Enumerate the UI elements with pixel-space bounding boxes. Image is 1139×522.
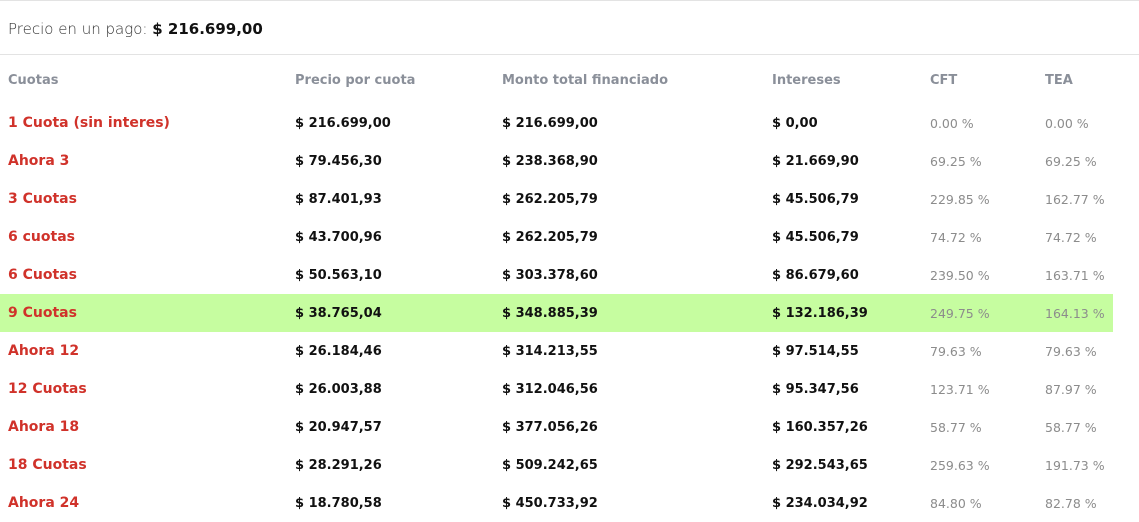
installment-price: $ 50.563,10 (295, 267, 382, 283)
installment-price: $ 216.699,00 (295, 115, 391, 131)
header-monto-total: Monto total financiado (502, 72, 668, 88)
price-value: $ 216.699,00 (152, 20, 263, 38)
installment-price: $ 20.947,57 (295, 419, 382, 435)
plan-name: 9 Cuotas (8, 305, 77, 321)
plan-name: 12 Cuotas (8, 381, 87, 397)
table-header-row: Cuotas Precio por cuota Monto total fina… (0, 56, 1113, 104)
plan-name: Ahora 3 (8, 153, 70, 169)
price-label: Precio en un pago: (8, 20, 148, 38)
tea-value: 191.73 % (1045, 457, 1105, 473)
interest-amount: $ 0,00 (772, 115, 818, 131)
interest-amount: $ 292.543,65 (772, 457, 868, 473)
total-financed: $ 238.368,90 (502, 153, 598, 169)
cft-value: 74.72 % (930, 229, 982, 245)
tea-value: 58.77 % (1045, 419, 1097, 435)
tea-value: 163.71 % (1045, 267, 1105, 283)
total-financed: $ 312.046,56 (502, 381, 598, 397)
plan-name: 1 Cuota (sin interes) (8, 115, 170, 131)
installment-price: $ 26.003,88 (295, 381, 382, 397)
tea-value: 74.72 % (1045, 229, 1097, 245)
top-divider (0, 0, 1139, 1)
total-financed: $ 262.205,79 (502, 191, 598, 207)
interest-amount: $ 45.506,79 (772, 191, 859, 207)
installment-price: $ 28.291,26 (295, 457, 382, 473)
tea-value: 0.00 % (1045, 115, 1089, 131)
header-tea: TEA (1045, 72, 1073, 88)
total-financed: $ 377.056,26 (502, 419, 598, 435)
cft-value: 123.71 % (930, 381, 990, 397)
total-financed: $ 509.242,65 (502, 457, 598, 473)
tea-value: 164.13 % (1045, 305, 1105, 321)
table-row: 6 Cuotas $ 50.563,10 $ 303.378,60 $ 86.6… (0, 256, 1113, 294)
installment-price: $ 26.184,46 (295, 343, 382, 359)
cft-value: 84.80 % (930, 495, 982, 511)
total-financed: $ 450.733,92 (502, 495, 598, 511)
table-row: 6 cuotas $ 43.700,96 $ 262.205,79 $ 45.5… (0, 218, 1113, 256)
interest-amount: $ 45.506,79 (772, 229, 859, 245)
cft-value: 239.50 % (930, 267, 990, 283)
interest-amount: $ 97.514,55 (772, 343, 859, 359)
installment-price: $ 43.700,96 (295, 229, 382, 245)
installment-price: $ 87.401,93 (295, 191, 382, 207)
installments-table: Cuotas Precio por cuota Monto total fina… (0, 56, 1139, 522)
cft-value: 229.85 % (930, 191, 990, 207)
cft-value: 58.77 % (930, 419, 982, 435)
interest-amount: $ 132.186,39 (772, 305, 868, 321)
plan-name: 3 Cuotas (8, 191, 77, 207)
price-header: Precio en un pago: $ 216.699,00 (0, 1, 1139, 55)
tea-value: 87.97 % (1045, 381, 1097, 397)
header-cft: CFT (930, 72, 958, 88)
table-row: 1 Cuota (sin interes) $ 216.699,00 $ 216… (0, 104, 1113, 142)
table-row: Ahora 12 $ 26.184,46 $ 314.213,55 $ 97.5… (0, 332, 1113, 370)
installment-price: $ 38.765,04 (295, 305, 382, 321)
interest-amount: $ 234.034,92 (772, 495, 868, 511)
table-row: Ahora 3 $ 79.456,30 $ 238.368,90 $ 21.66… (0, 142, 1113, 180)
table-row: Ahora 24 $ 18.780,58 $ 450.733,92 $ 234.… (0, 484, 1113, 522)
plan-name: Ahora 24 (8, 495, 80, 511)
plan-name: Ahora 18 (8, 419, 80, 435)
cft-value: 259.63 % (930, 457, 990, 473)
cft-value: 0.00 % (930, 115, 974, 131)
cft-value: 69.25 % (930, 153, 982, 169)
interest-amount: $ 86.679,60 (772, 267, 859, 283)
tea-value: 79.63 % (1045, 343, 1097, 359)
plan-name: 6 cuotas (8, 229, 75, 245)
total-financed: $ 262.205,79 (502, 229, 598, 245)
installment-price: $ 79.456,30 (295, 153, 382, 169)
table-row-highlighted: 9 Cuotas $ 38.765,04 $ 348.885,39 $ 132.… (0, 294, 1113, 332)
installment-price: $ 18.780,58 (295, 495, 382, 511)
plan-name: Ahora 12 (8, 343, 80, 359)
header-precio-por-cuota: Precio por cuota (295, 72, 416, 88)
tea-value: 162.77 % (1045, 191, 1105, 207)
table-row: Ahora 18 $ 20.947,57 $ 377.056,26 $ 160.… (0, 408, 1113, 446)
table-row: 3 Cuotas $ 87.401,93 $ 262.205,79 $ 45.5… (0, 180, 1113, 218)
header-intereses: Intereses (772, 72, 841, 88)
table-row: 18 Cuotas $ 28.291,26 $ 509.242,65 $ 292… (0, 446, 1113, 484)
plan-name: 18 Cuotas (8, 457, 87, 473)
header-cuotas: Cuotas (8, 72, 59, 88)
tea-value: 69.25 % (1045, 153, 1097, 169)
interest-amount: $ 21.669,90 (772, 153, 859, 169)
interest-amount: $ 160.357,26 (772, 419, 868, 435)
plan-name: 6 Cuotas (8, 267, 77, 283)
cft-value: 79.63 % (930, 343, 982, 359)
total-financed: $ 348.885,39 (502, 305, 598, 321)
cft-value: 249.75 % (930, 305, 990, 321)
tea-value: 82.78 % (1045, 495, 1097, 511)
table-row: 12 Cuotas $ 26.003,88 $ 312.046,56 $ 95.… (0, 370, 1113, 408)
total-financed: $ 303.378,60 (502, 267, 598, 283)
total-financed: $ 216.699,00 (502, 115, 598, 131)
single-payment-price: Precio en un pago: $ 216.699,00 (8, 19, 263, 39)
interest-amount: $ 95.347,56 (772, 381, 859, 397)
total-financed: $ 314.213,55 (502, 343, 598, 359)
